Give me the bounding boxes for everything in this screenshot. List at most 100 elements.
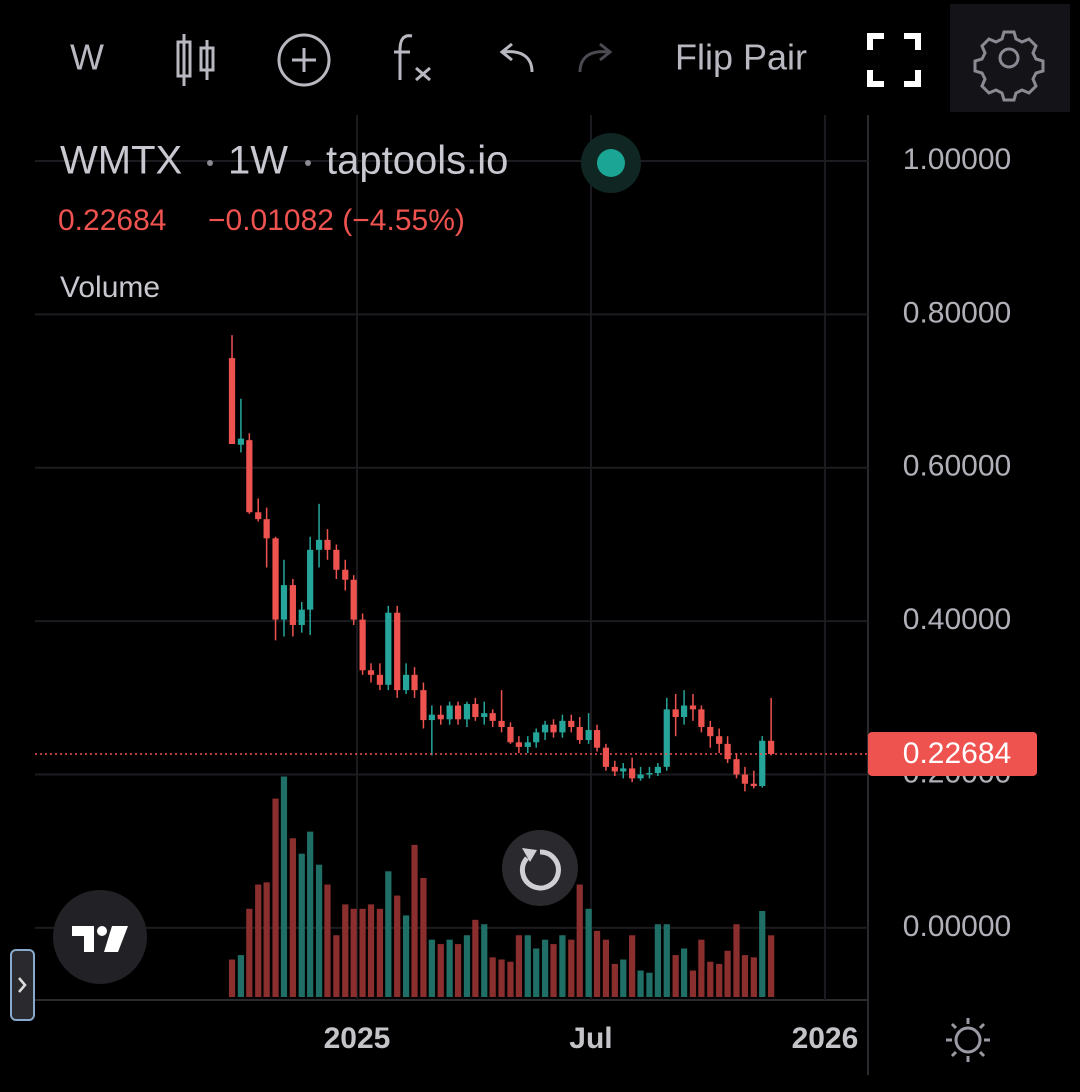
volume-bar — [289, 838, 296, 997]
symbol: WMTX — [60, 139, 182, 183]
volume-bar — [646, 972, 653, 997]
volume-bar — [602, 939, 610, 997]
price-change: −0.01082 (−4.55%) — [208, 204, 465, 237]
volume-bar — [385, 871, 392, 997]
volume-bar — [620, 959, 627, 997]
volume-bar — [716, 963, 723, 997]
source: taptools.io — [326, 139, 508, 183]
undo-icon[interactable] — [499, 42, 534, 73]
function-icon[interactable] — [394, 34, 431, 82]
volume-bar — [350, 908, 357, 997]
volume-bar — [576, 884, 583, 997]
tradingview-logo[interactable] — [53, 890, 147, 984]
candle-body — [481, 713, 488, 718]
candle-body — [663, 709, 670, 767]
candle-body — [620, 768, 627, 772]
volume-bar — [472, 919, 479, 997]
volume-bar — [463, 935, 471, 997]
candle-body — [707, 726, 714, 737]
volume-bar — [637, 970, 644, 997]
candle-body — [680, 705, 688, 718]
volume-bar — [611, 963, 618, 997]
candle-body — [611, 766, 618, 772]
volume-bar — [654, 924, 661, 997]
volume-bar — [228, 959, 236, 997]
theme-icon[interactable] — [946, 1018, 990, 1062]
volume-bar — [550, 944, 557, 997]
side-panel-tab[interactable] — [10, 949, 35, 1021]
volume-bar — [280, 776, 288, 997]
volume-bar — [698, 939, 705, 997]
candle-body — [759, 740, 766, 787]
interval-button[interactable]: W — [70, 37, 104, 78]
volume-bar — [515, 935, 523, 997]
redo-icon[interactable] — [578, 42, 613, 73]
interval: 1W — [228, 139, 288, 183]
volume-pane — [228, 776, 775, 997]
y-tick-label: 0.80000 — [903, 296, 1011, 329]
volume-bar — [559, 935, 566, 997]
add-indicator-icon[interactable] — [277, 33, 331, 87]
volume-bar — [724, 950, 731, 997]
candle-body — [750, 783, 757, 787]
fullscreen-icon[interactable] — [867, 33, 921, 87]
volume-bar — [759, 911, 766, 997]
settings-panel — [950, 4, 1070, 112]
grid — [35, 115, 868, 1000]
volume-bar — [420, 877, 427, 997]
candle-body — [672, 709, 679, 718]
x-tick-label: 2026 — [792, 1022, 859, 1055]
volume-bar — [629, 935, 636, 997]
volume-bar — [481, 924, 488, 997]
last-price-tag — [868, 731, 1037, 776]
separator — [305, 160, 311, 166]
candle-body — [437, 714, 444, 720]
flip-pair-button[interactable]: Flip Pair — [675, 37, 807, 78]
volume-bar — [307, 831, 314, 997]
x-tick-label: Jul — [569, 1022, 612, 1055]
candle-body — [602, 747, 610, 767]
volume-bar — [272, 798, 279, 997]
candle-body — [593, 730, 601, 748]
candle-body — [394, 612, 401, 691]
candle-body — [507, 726, 514, 743]
volume-bar — [394, 895, 401, 997]
volume-bar — [541, 939, 549, 997]
candle-body — [741, 774, 749, 784]
candle-body — [307, 549, 314, 610]
candle-body — [768, 740, 775, 754]
candle-body — [420, 690, 427, 721]
y-tick-label: 0.00000 — [903, 910, 1011, 943]
volume-bar — [333, 935, 340, 997]
volume-bar — [672, 955, 679, 997]
candle-body — [533, 732, 540, 743]
volume-bar — [402, 915, 410, 997]
y-tick-label: 0.40000 — [903, 603, 1011, 636]
volume-bar — [498, 959, 505, 997]
volume-bar — [315, 864, 323, 997]
candle-body — [724, 743, 731, 760]
volume-bar — [428, 939, 435, 997]
candle-body — [228, 358, 236, 444]
candle-body — [280, 585, 288, 620]
volume-bar — [750, 957, 757, 997]
reset-button[interactable] — [502, 830, 578, 906]
volume-bar — [298, 853, 305, 997]
volume-label: Volume — [60, 271, 160, 304]
candle-body — [463, 703, 471, 720]
candle-body — [246, 440, 253, 513]
candle-body — [289, 585, 296, 625]
candle-body — [359, 619, 366, 671]
candle-type-icon[interactable] — [176, 34, 215, 86]
candle-body — [272, 538, 279, 620]
x-tick-label: 2025 — [324, 1022, 391, 1055]
volume-bar — [663, 924, 670, 997]
candle-body — [342, 569, 349, 580]
candle-body — [524, 742, 531, 747]
volume-bar — [533, 948, 540, 997]
volume-bar — [489, 957, 496, 997]
volume-bar — [367, 904, 375, 997]
candle-body — [385, 612, 392, 685]
settings-icon[interactable] — [973, 30, 1045, 102]
